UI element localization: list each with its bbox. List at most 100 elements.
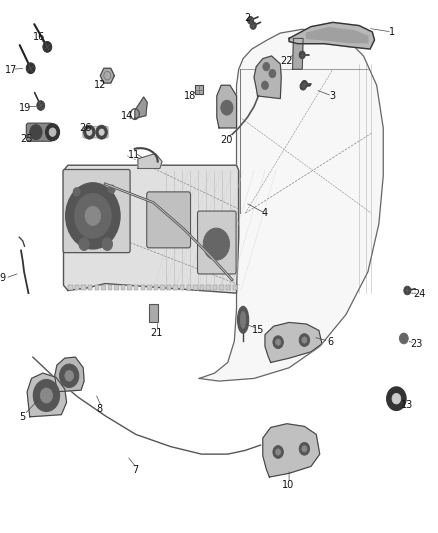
Circle shape — [73, 188, 80, 196]
Bar — [226, 285, 230, 290]
Text: 25: 25 — [20, 134, 32, 143]
Text: 23: 23 — [410, 339, 422, 349]
Text: 21: 21 — [151, 328, 163, 338]
Polygon shape — [199, 29, 383, 381]
Circle shape — [404, 286, 411, 295]
Bar — [121, 285, 125, 290]
Bar — [114, 285, 119, 290]
Bar — [154, 285, 158, 290]
Bar — [101, 285, 106, 290]
Circle shape — [273, 336, 283, 349]
Text: 24: 24 — [413, 289, 426, 299]
Circle shape — [299, 442, 310, 455]
Bar — [147, 285, 152, 290]
Text: 7: 7 — [133, 465, 139, 475]
Bar — [127, 285, 132, 290]
Text: 6: 6 — [328, 337, 334, 347]
Circle shape — [26, 63, 35, 74]
Polygon shape — [293, 38, 303, 69]
Bar — [167, 285, 171, 290]
Bar — [149, 304, 158, 322]
Bar — [173, 285, 178, 290]
Polygon shape — [265, 322, 322, 362]
Ellipse shape — [238, 306, 249, 333]
Circle shape — [43, 42, 52, 52]
Circle shape — [247, 17, 254, 24]
FancyBboxPatch shape — [26, 123, 53, 141]
Text: 20: 20 — [221, 135, 233, 144]
Circle shape — [300, 83, 306, 90]
Text: 22: 22 — [281, 56, 293, 66]
Circle shape — [273, 446, 283, 458]
Polygon shape — [100, 68, 114, 83]
Text: 9: 9 — [0, 273, 5, 283]
Text: 14: 14 — [121, 111, 133, 121]
Text: 12: 12 — [94, 80, 106, 90]
Circle shape — [299, 334, 310, 346]
Circle shape — [250, 22, 256, 29]
Circle shape — [221, 100, 233, 115]
Polygon shape — [135, 97, 147, 118]
Circle shape — [263, 62, 270, 71]
Circle shape — [387, 387, 406, 410]
Text: 15: 15 — [252, 326, 265, 335]
Bar — [195, 85, 203, 94]
Circle shape — [66, 183, 120, 249]
Polygon shape — [217, 85, 237, 128]
Circle shape — [30, 125, 42, 140]
Bar — [108, 285, 112, 290]
FancyBboxPatch shape — [83, 126, 108, 138]
Text: 13: 13 — [401, 400, 413, 410]
Circle shape — [203, 228, 230, 260]
Circle shape — [399, 333, 408, 344]
Text: 11: 11 — [127, 150, 140, 159]
Bar — [68, 285, 73, 290]
Text: 26: 26 — [80, 123, 92, 133]
Circle shape — [60, 364, 79, 387]
Circle shape — [276, 339, 281, 345]
Bar — [233, 285, 237, 290]
Polygon shape — [307, 28, 368, 43]
Circle shape — [392, 393, 401, 404]
Bar — [180, 285, 184, 290]
Text: 16: 16 — [33, 33, 46, 42]
Polygon shape — [138, 154, 162, 168]
Bar — [88, 285, 92, 290]
Text: 8: 8 — [97, 405, 103, 414]
Circle shape — [49, 128, 56, 136]
Circle shape — [33, 379, 60, 411]
Circle shape — [301, 80, 307, 88]
Circle shape — [269, 69, 276, 78]
FancyBboxPatch shape — [198, 211, 236, 274]
Circle shape — [84, 125, 95, 139]
Bar — [141, 285, 145, 290]
Text: 10: 10 — [282, 480, 294, 490]
Circle shape — [74, 193, 111, 238]
Ellipse shape — [240, 311, 246, 328]
Circle shape — [37, 101, 45, 110]
Circle shape — [40, 388, 53, 403]
Circle shape — [108, 185, 115, 193]
Bar — [75, 285, 79, 290]
Circle shape — [299, 51, 305, 59]
Text: 18: 18 — [184, 91, 197, 101]
FancyBboxPatch shape — [63, 169, 130, 253]
Bar — [187, 285, 191, 290]
Bar — [193, 285, 198, 290]
Bar — [219, 285, 224, 290]
Circle shape — [276, 449, 281, 455]
Bar — [213, 285, 217, 290]
Bar — [134, 285, 138, 290]
Text: 1: 1 — [389, 27, 395, 37]
Bar — [81, 285, 86, 290]
Bar — [206, 285, 211, 290]
Text: 5: 5 — [19, 412, 25, 422]
Circle shape — [102, 238, 113, 251]
Polygon shape — [254, 56, 281, 99]
Polygon shape — [289, 22, 374, 49]
Text: 3: 3 — [329, 91, 335, 101]
Text: 4: 4 — [262, 208, 268, 218]
Circle shape — [46, 124, 60, 141]
Bar — [160, 285, 165, 290]
Bar — [200, 285, 204, 290]
